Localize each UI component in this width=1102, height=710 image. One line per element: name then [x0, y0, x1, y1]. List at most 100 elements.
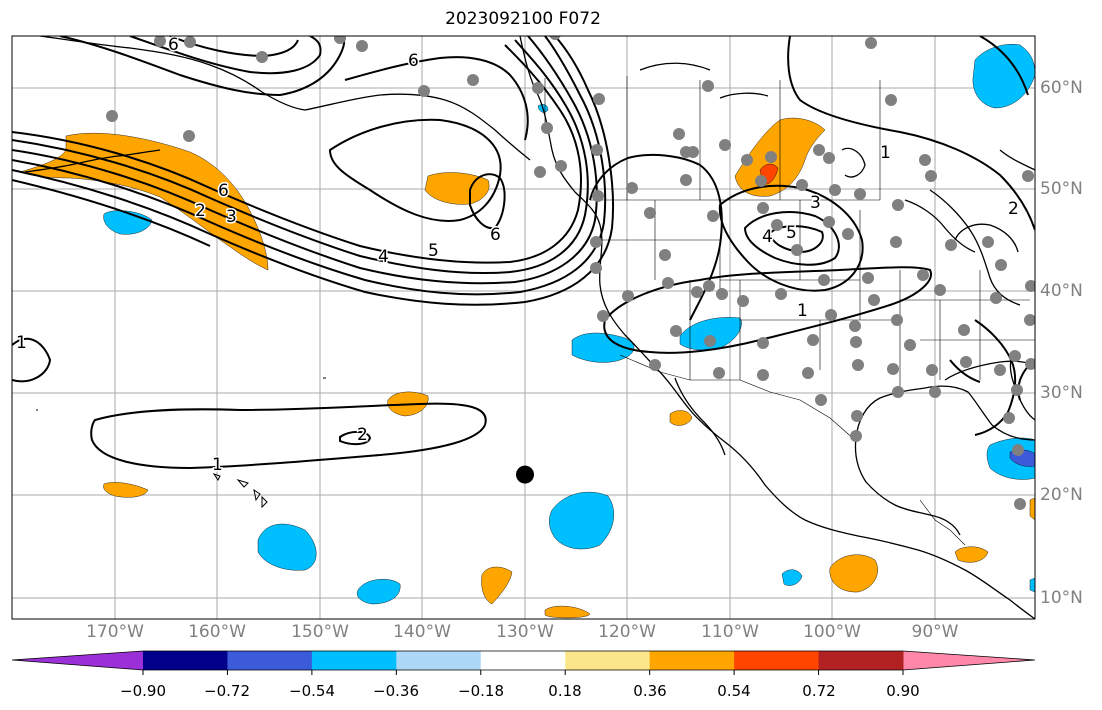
orange-field [954, 546, 989, 563]
contour-label: 2 [357, 425, 368, 445]
station-dot [680, 174, 692, 186]
colorbar-tick-label: −0.54 [289, 682, 335, 700]
station-dot [1025, 280, 1035, 292]
contour-label: 2 [1008, 199, 1019, 219]
station-dot [865, 37, 877, 49]
station-dot [765, 151, 777, 163]
contour-label: 4 [378, 247, 389, 267]
lat-label: 30°N [1040, 383, 1083, 403]
station-dot [590, 236, 602, 248]
station-dot [256, 51, 268, 63]
station-dot [891, 314, 903, 326]
station-dot [791, 244, 803, 256]
station-dot [532, 82, 544, 94]
contour-label: 6 [218, 181, 229, 201]
station-dot [356, 40, 368, 52]
station-dot [741, 154, 753, 166]
station-dot [549, 36, 561, 40]
colorbar-segment [480, 651, 566, 670]
station-dot [704, 335, 716, 347]
lat-label: 60°N [1040, 78, 1083, 98]
colorbar [11, 650, 1036, 675]
station-dot [813, 144, 825, 156]
map-title: 2023092100 F072 [445, 9, 601, 29]
station-dot [1003, 412, 1015, 424]
station-dot [823, 216, 835, 228]
station-dot [926, 364, 938, 376]
colorbar-tick-label: 0.54 [717, 682, 751, 700]
station-dot [958, 324, 970, 336]
station-dot [1014, 498, 1026, 510]
station-dot [815, 394, 827, 406]
station-dot [825, 309, 837, 321]
lon-label: 140°W [393, 622, 451, 642]
station-dot [757, 202, 769, 214]
orange-field [103, 482, 149, 498]
colorbar-tick-label: 0.18 [548, 682, 582, 700]
colorbar-tick-label: 0.72 [802, 682, 836, 700]
station-dot [945, 239, 957, 251]
colorbar-tick-label: −0.72 [204, 682, 250, 700]
station-dot [1009, 350, 1021, 362]
station-dot [593, 93, 605, 105]
station-dot [917, 269, 929, 281]
station-dot [467, 74, 479, 86]
station-dot [591, 144, 603, 156]
station-dot [852, 359, 864, 371]
contour-label: 1 [16, 333, 27, 353]
lon-label: 120°W [598, 622, 656, 642]
station-dot [818, 274, 830, 286]
lat-label: 20°N [1040, 485, 1083, 505]
station-dot [707, 210, 719, 222]
station-dot [659, 249, 671, 261]
station-dot [842, 228, 854, 240]
colorbar-segment [565, 651, 651, 670]
orange-field [424, 172, 490, 205]
station-dot [334, 36, 346, 44]
station-dot [925, 170, 937, 182]
marker-dot [516, 465, 534, 484]
station-dot [771, 219, 783, 231]
station-dot [702, 80, 714, 92]
lon-label: 90°W [911, 622, 959, 642]
blue-field [781, 569, 803, 586]
station-dot [796, 179, 808, 191]
contour-label: 6 [490, 225, 501, 245]
lat-label: 50°N [1040, 179, 1083, 199]
station-dot [687, 146, 699, 158]
colorbar-segment [311, 651, 397, 670]
orange-field [669, 410, 693, 426]
lon-label: 110°W [701, 622, 759, 642]
station-dot [802, 367, 814, 379]
coastlines [24, 36, 1035, 619]
station-dot [1011, 384, 1023, 396]
station-dot [868, 294, 880, 306]
station-dot [673, 128, 685, 140]
station-dot [670, 325, 682, 337]
station-dot [755, 175, 767, 187]
station-dot [541, 122, 553, 134]
colorbar-tick-label: −0.90 [120, 682, 166, 700]
colorbar-tick-label: −0.18 [458, 682, 504, 700]
gridlines [12, 36, 1035, 619]
station-dot [892, 386, 904, 398]
station-dot [183, 130, 195, 142]
colorbar-high-arrow [903, 651, 1035, 670]
colorbar-segment [396, 651, 482, 670]
blue-field [571, 332, 635, 363]
contour-label: 6 [168, 35, 179, 55]
station-dot [757, 337, 769, 349]
lon-label: 160°W [188, 622, 246, 642]
station-dot [418, 85, 430, 97]
orange-field [481, 566, 513, 605]
lon-label: 100°W [803, 622, 861, 642]
station-dot [775, 288, 787, 300]
orange-field [1029, 497, 1035, 521]
station-dot [892, 199, 904, 211]
lon-label: 170°W [86, 622, 144, 642]
lon-label: 130°W [496, 622, 554, 642]
contour-label: 5 [428, 241, 439, 261]
contour-label: 6 [408, 51, 419, 71]
station-dot [994, 364, 1006, 376]
